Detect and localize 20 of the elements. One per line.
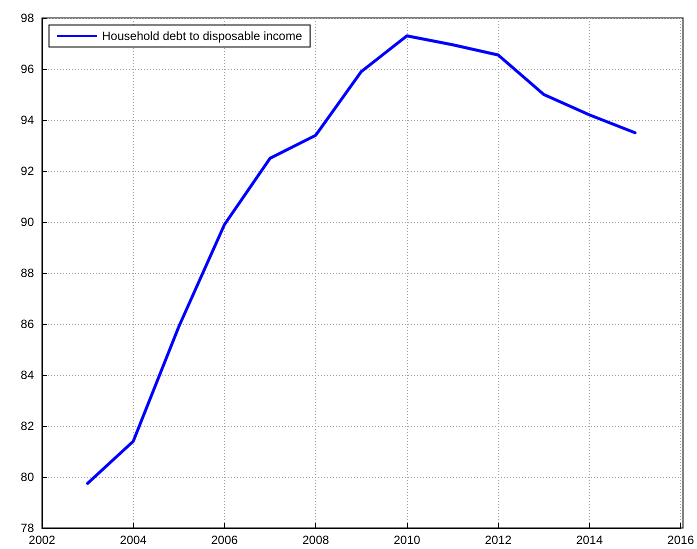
y-tick-label: 90 (20, 215, 34, 229)
y-tick-label: 84 (20, 368, 34, 382)
x-tick-label: 2014 (576, 533, 604, 547)
y-tick-label: 78 (20, 521, 34, 535)
x-tick-label: 2002 (28, 533, 56, 547)
y-tick-label: 98 (20, 11, 34, 25)
x-tick-label: 2008 (302, 533, 330, 547)
y-tick-label: 86 (20, 317, 34, 331)
y-tick-label: 92 (20, 164, 34, 178)
x-tick-label: 2004 (120, 533, 147, 547)
y-tick-label: 80 (20, 470, 34, 484)
y-tick-label: 88 (20, 266, 34, 280)
x-tick-label: 2016 (667, 533, 694, 547)
y-tick-label: 96 (20, 62, 34, 76)
x-tick-label: 2006 (211, 533, 238, 547)
legend-label: Household debt to disposable income (102, 29, 302, 43)
y-tick-label: 82 (20, 419, 34, 433)
x-tick-label: 2012 (484, 533, 512, 547)
y-tick-label: 94 (20, 113, 34, 127)
x-tick-label: 2010 (394, 533, 421, 547)
